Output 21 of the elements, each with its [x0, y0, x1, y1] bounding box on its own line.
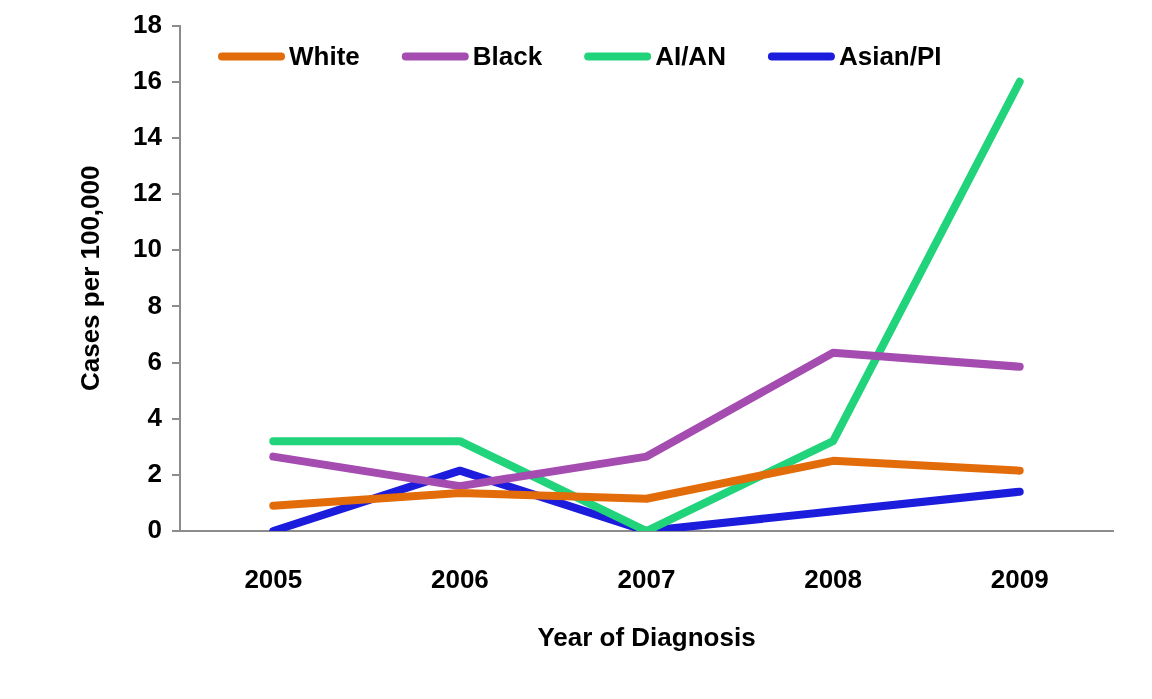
y-axis-title: Cases per 100,000 — [74, 165, 105, 392]
legend-label: White — [289, 40, 360, 71]
legend-label: Black — [472, 40, 543, 71]
y-tick-label: 14 — [133, 121, 163, 152]
y-tick-label: 6 — [147, 345, 162, 376]
y-tick-label: 0 — [147, 514, 162, 545]
legend-label: Asian/PI — [838, 40, 942, 71]
y-tick-label: 16 — [133, 64, 162, 95]
y-tick-label: 2 — [147, 458, 162, 489]
y-tick-label: 4 — [147, 401, 163, 432]
x-axis-title: Year of Diagnosis — [537, 621, 756, 652]
x-tick-label: 2006 — [430, 563, 489, 594]
y-tick-label: 12 — [133, 177, 162, 208]
x-tick-label: 2007 — [617, 563, 676, 594]
legend-label: AI/AN — [655, 40, 726, 71]
x-tick-label: 2009 — [990, 563, 1049, 594]
y-tick-label: 10 — [133, 233, 162, 264]
x-tick-label: 2005 — [244, 563, 303, 594]
y-tick-label: 18 — [133, 8, 162, 39]
y-tick-label: 8 — [147, 289, 162, 320]
x-tick-label: 2008 — [804, 563, 863, 594]
